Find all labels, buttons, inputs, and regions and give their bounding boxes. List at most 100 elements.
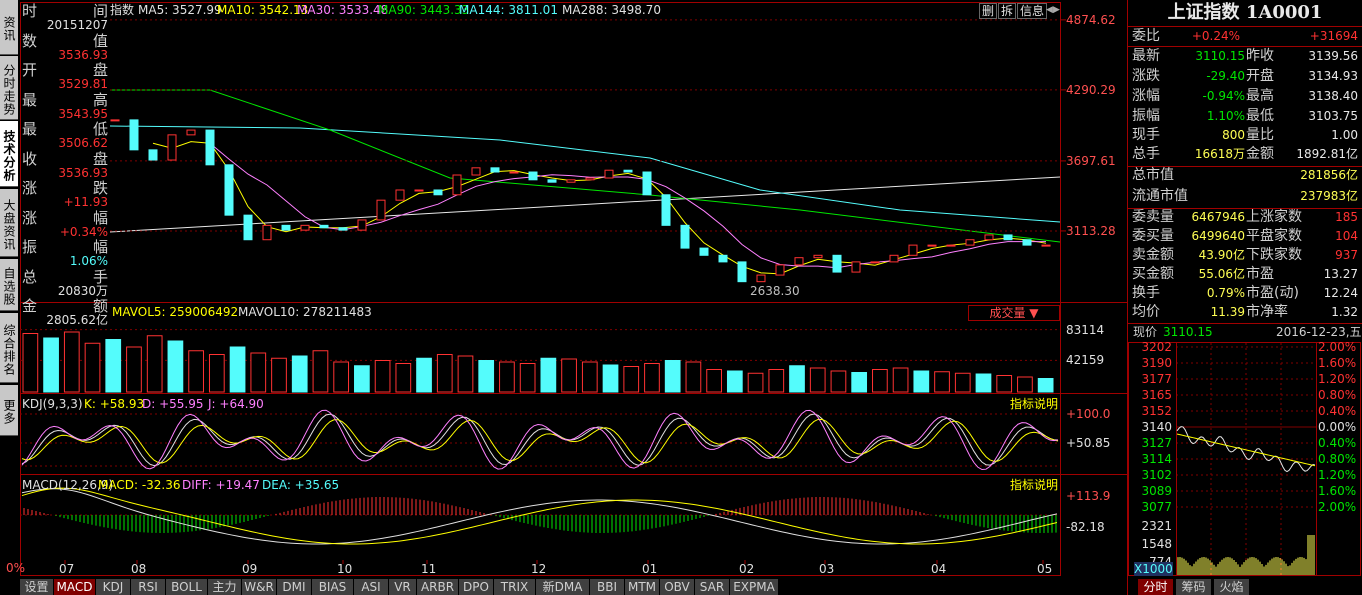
axis-corner: 0% [6, 561, 26, 575]
y-tick-label: 42159 [1066, 353, 1105, 368]
candle [262, 224, 272, 241]
chart-frame [20, 2, 1061, 576]
volume-legend: MAVOL10: 278211483 [238, 305, 372, 319]
candle [547, 179, 557, 183]
candle [490, 167, 500, 173]
minute-label: 现价 [1133, 325, 1158, 339]
bottom-tab[interactable]: BIAS [312, 579, 354, 595]
panel-tab[interactable]: 火焰 [1214, 579, 1250, 595]
ma144-line [109, 125, 1061, 223]
indicator-help[interactable]: 指标说明 [1010, 478, 1059, 492]
candle [946, 244, 956, 247]
side-tab[interactable]: 大盘资讯 [0, 189, 18, 257]
side-tab[interactable]: 资讯 [0, 0, 18, 55]
y-tick-label: 83114 [1066, 322, 1105, 337]
volume-bar [519, 363, 536, 393]
candle [528, 171, 538, 181]
ma288-line [109, 176, 1061, 233]
quote-value: 104 [1335, 229, 1358, 243]
low-label: 2638.30 [750, 283, 800, 298]
bottom-tab[interactable]: BOLL [166, 579, 208, 595]
volume-bar [478, 360, 495, 393]
bottom-tab[interactable]: KDJ [96, 579, 131, 595]
quote-title: 上证指数 1A0001 [1167, 2, 1323, 23]
ma-legend: MA5: 3527.99 [138, 3, 222, 17]
bottom-tab[interactable]: 新DMA [536, 579, 590, 595]
info-value: +11.93 [63, 195, 108, 209]
side-tab[interactable]: 更多 [0, 385, 18, 436]
side-tab[interactable]: 综合排名 [0, 313, 18, 383]
bottom-tab[interactable]: DPO [459, 579, 494, 595]
bottom-tab[interactable]: W&R [242, 579, 277, 595]
minute-tick: 2.00% [1318, 340, 1357, 354]
ma-legend: MA288: 3498.70 [562, 3, 661, 17]
ma-legend: MA90: 3443.33 [378, 3, 470, 17]
volume-bar [623, 366, 640, 393]
indicator-legend: K: +58.93 [84, 397, 145, 411]
panel-tab[interactable]: 分时 [1138, 579, 1174, 595]
candle [357, 219, 367, 231]
info-value: 2805.62亿 [46, 313, 108, 327]
bottom-tab[interactable]: TRIX [494, 579, 536, 595]
quote-value: 6467946 [1191, 210, 1245, 224]
quote-label: 涨幅 [1132, 88, 1160, 104]
volume-bar [975, 373, 992, 393]
side-tab[interactable]: 分时走势 [0, 56, 18, 120]
bottom-tab[interactable]: 设置 [20, 579, 54, 595]
quote-value: +31694 [1309, 29, 1358, 43]
minute-tick: 3202 [1141, 340, 1172, 354]
info-label: 开盘 [22, 61, 165, 79]
minute-volume-tick: 1548 [1141, 537, 1172, 551]
quote-value: 3138.40 [1308, 89, 1358, 103]
side-tab[interactable]: 自选股 [0, 259, 18, 311]
bottom-tab[interactable]: DMI [277, 579, 312, 595]
minute-tick: 1.20% [1318, 468, 1357, 482]
volume-bar [63, 331, 80, 393]
bottom-tab[interactable]: ASI [354, 579, 389, 595]
bottom-tab[interactable]: OBV [660, 579, 695, 595]
bottom-tab[interactable]: EXPMA [730, 579, 779, 595]
candle [680, 224, 690, 249]
quote-label: 市净率 [1246, 304, 1288, 320]
quote-value: 1.10% [1206, 109, 1245, 123]
quote-value: 1892.81亿 [1296, 147, 1358, 161]
info-value: 3506.62 [58, 136, 108, 150]
info-value: 1.06% [69, 254, 108, 268]
volume-bar [996, 375, 1013, 393]
quote-value: 13.27 [1323, 267, 1358, 281]
volume-bar [747, 372, 764, 393]
quote-value: 16618万 [1194, 147, 1245, 161]
info-label: 涨跌 [22, 179, 165, 197]
bottom-tab[interactable]: SAR [695, 579, 730, 595]
bottom-tab[interactable]: VR [389, 579, 417, 595]
indicator-select[interactable]: 成交量 ▼ [968, 305, 1060, 321]
volume-bar [188, 350, 204, 393]
quote-label: 最高 [1246, 88, 1274, 104]
candle [110, 119, 120, 122]
bottom-tab[interactable]: RSI [131, 579, 166, 595]
nav-arrow[interactable]: ▶ [1053, 5, 1060, 15]
volume-bar [954, 372, 971, 393]
nav-arrow[interactable]: ◀ [1046, 5, 1053, 15]
macd-tick: -82.18 [1066, 520, 1105, 534]
bottom-tab[interactable]: MACD [54, 579, 96, 595]
bottom-tab[interactable]: 主力 [208, 579, 242, 595]
indicator-help[interactable]: 指标说明 [1010, 397, 1059, 411]
candle [566, 179, 576, 183]
bottom-tab[interactable]: ARBR [417, 579, 459, 595]
quote-value: +0.24% [1191, 29, 1240, 43]
minute-unit: X1000 [1134, 562, 1173, 576]
panel-tab[interactable]: 筹码 [1176, 579, 1212, 595]
minute-tick: 3089 [1141, 484, 1172, 498]
minute-frame [1128, 342, 1361, 576]
info-label: 时间 [22, 2, 165, 20]
ma-legend: MA144: 3811.01 [459, 3, 558, 17]
bottom-tab[interactable]: BBI [590, 579, 625, 595]
volume-bar [271, 357, 287, 393]
x-tick-label: 11 [421, 562, 437, 576]
candle [1022, 239, 1032, 246]
quote-value: 0.79% [1206, 286, 1245, 300]
candle [984, 234, 994, 241]
bottom-tab[interactable]: MTM [625, 579, 660, 595]
side-tab[interactable]: 技术分析 [0, 121, 18, 187]
